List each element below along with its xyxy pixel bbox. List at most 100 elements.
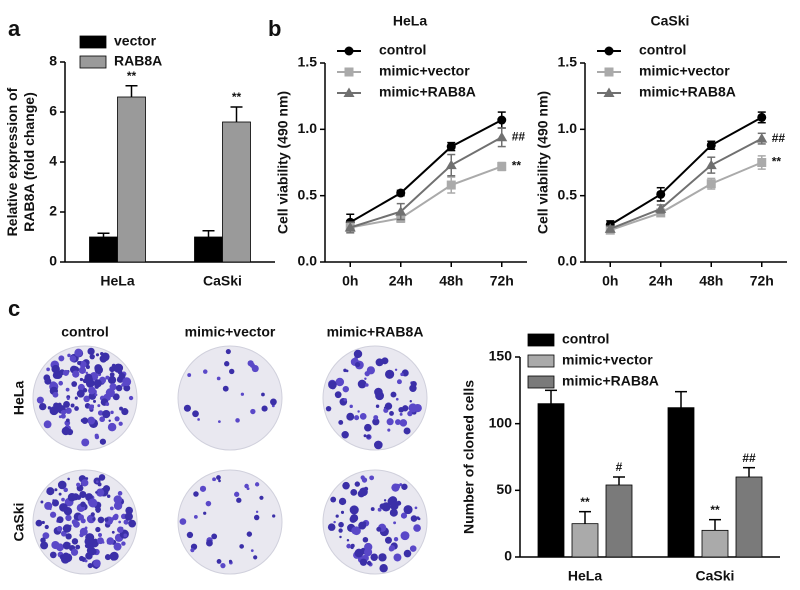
colony	[123, 533, 128, 538]
colony	[357, 410, 360, 413]
colony	[377, 507, 382, 512]
colony	[234, 491, 240, 497]
y-tick-label: 1.5	[558, 54, 578, 70]
colony	[123, 384, 131, 392]
colony	[65, 418, 70, 423]
panel-label: b	[268, 16, 281, 41]
colony	[95, 506, 101, 513]
colony	[102, 409, 111, 419]
x-tick-label: HeLa	[568, 568, 602, 584]
colony	[203, 511, 207, 515]
y-tick-label: 0.0	[298, 253, 318, 269]
legend-swatch	[79, 35, 107, 49]
colony	[235, 418, 240, 423]
bar	[701, 529, 729, 558]
plate	[177, 345, 283, 451]
legend-label: control	[639, 42, 686, 58]
colony	[253, 514, 260, 521]
colony	[375, 358, 384, 367]
colony	[110, 410, 114, 415]
row-label: HeLa	[11, 381, 27, 415]
significance: **	[580, 495, 590, 509]
colony	[62, 524, 72, 533]
colony	[335, 514, 339, 518]
y-tick-label: 2	[49, 203, 57, 219]
colony-plate	[32, 345, 138, 451]
colony	[70, 548, 79, 556]
colony	[409, 545, 417, 552]
colony	[62, 369, 70, 376]
colony	[121, 541, 126, 546]
colony	[97, 482, 102, 487]
colony	[369, 475, 375, 481]
y-tick-label: 0.5	[298, 186, 318, 202]
colony	[122, 377, 132, 387]
colony	[351, 526, 359, 535]
x-tick-label: 48h	[699, 273, 723, 289]
legend-label: mimic+vector	[379, 63, 470, 79]
colony	[218, 420, 221, 423]
colony	[74, 406, 79, 411]
significance: **	[512, 159, 522, 173]
legend-label: mimic+RAB8A	[562, 373, 659, 389]
colony	[58, 492, 62, 496]
colony	[109, 372, 115, 378]
colony	[109, 366, 115, 373]
colony	[128, 395, 134, 401]
y-tick-label: 1.0	[558, 120, 578, 136]
colony	[413, 403, 422, 413]
colony	[42, 532, 50, 540]
colony	[407, 410, 413, 417]
colony	[79, 532, 84, 538]
bar	[571, 523, 599, 558]
colony	[247, 360, 254, 367]
significance: **	[772, 155, 782, 169]
colony	[78, 555, 85, 562]
colony	[125, 506, 133, 515]
x-tick-label: 24h	[649, 273, 673, 289]
colony	[93, 379, 102, 388]
colony	[105, 402, 110, 406]
colony	[72, 370, 80, 378]
legend-swatch	[79, 55, 107, 69]
colony	[94, 364, 103, 372]
colony	[118, 372, 126, 380]
y-tick-label: 0	[49, 253, 57, 269]
colony	[87, 416, 96, 425]
legend-marker	[603, 87, 615, 97]
legend-label: control	[562, 331, 609, 347]
colony	[236, 497, 242, 503]
colony	[95, 491, 98, 494]
colony	[325, 405, 332, 412]
colony	[118, 520, 122, 524]
colony	[114, 416, 120, 422]
colony	[363, 548, 373, 557]
y-axis-label: Relative expression of	[4, 87, 20, 236]
colony	[363, 434, 367, 438]
legend-marker	[604, 67, 614, 77]
colony	[81, 417, 89, 424]
x-tick-label: CaSki	[696, 568, 735, 584]
colony	[343, 398, 347, 402]
colony	[52, 391, 59, 398]
y-tick-label: 4	[49, 153, 57, 169]
colony	[409, 400, 412, 403]
colony	[328, 380, 337, 390]
colony	[99, 438, 107, 445]
colony	[383, 499, 387, 502]
colony	[350, 514, 359, 523]
colony	[354, 415, 360, 421]
colony	[401, 483, 408, 490]
colony	[123, 519, 129, 525]
y-tick-label: 150	[489, 348, 513, 364]
colony	[49, 507, 52, 511]
colony	[349, 404, 353, 409]
bar	[194, 236, 223, 263]
colony	[357, 379, 367, 389]
colony	[373, 415, 379, 420]
colony	[381, 502, 391, 512]
colony	[49, 511, 57, 518]
colony	[105, 388, 115, 398]
colony	[87, 347, 95, 355]
marker	[497, 161, 507, 171]
